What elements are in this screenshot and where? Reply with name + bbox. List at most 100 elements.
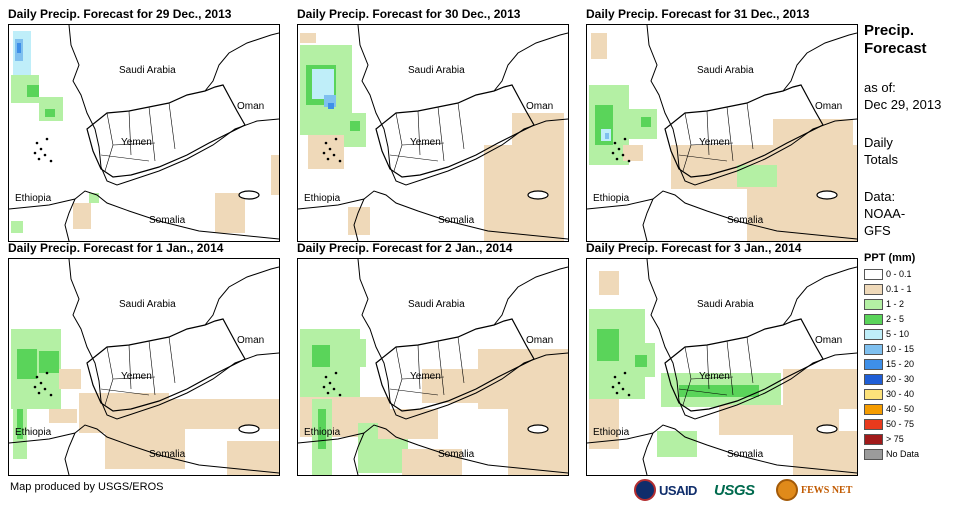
socotra-island: [527, 424, 549, 434]
place-label-ethiopia: Ethiopia: [593, 427, 630, 438]
map-canvas: [587, 259, 857, 475]
rain-patch: [350, 121, 360, 131]
panel-title: Daily Precip. Forecast for 30 Dec., 2013: [297, 7, 521, 21]
forecast-map: Saudi Arabia Oman Yemen Ethiopia Somalia: [586, 24, 858, 242]
rain-patch: [599, 271, 619, 295]
place-label-oman: Oman: [526, 335, 554, 346]
governorate-border: [726, 106, 734, 162]
rain-patch: [641, 117, 651, 127]
governorate-border: [437, 106, 445, 162]
governorate-border: [706, 344, 710, 390]
legend-label: 40 - 50: [886, 404, 915, 414]
governorate-border: [678, 388, 728, 396]
socotra-island: [238, 190, 260, 200]
red-sea-island: [33, 385, 37, 389]
horn-border: [64, 432, 76, 475]
place-label-somalia: Somalia: [438, 215, 475, 226]
rain-patch: [17, 349, 37, 379]
governorate-border: [104, 112, 114, 172]
red-sea-island: [623, 371, 627, 375]
legend-swatch: [864, 329, 883, 341]
panel-title: Daily Precip. Forecast for 1 Jan., 2014: [8, 241, 224, 255]
africa-coastline: [9, 190, 279, 240]
red-sea-island: [49, 159, 53, 163]
rain-patch: [793, 431, 857, 475]
rain-patch: [478, 349, 568, 409]
legend-label: 0 - 0.1: [886, 269, 912, 279]
place-label-oman: Oman: [237, 335, 265, 346]
rain-patch: [348, 207, 370, 235]
place-label-somalia: Somalia: [149, 215, 186, 226]
oman-border: [493, 266, 568, 326]
red-sea-island: [35, 375, 39, 379]
governorate-border: [393, 112, 403, 172]
forecast-panel-2: Daily Precip. Forecast for 30 Dec., 2013…: [297, 6, 569, 246]
rain-patch: [737, 165, 777, 187]
legend-item: 0 - 0.1: [864, 268, 912, 282]
rain-patch: [484, 145, 564, 241]
governorate-border: [401, 376, 445, 380]
legend-swatch: [864, 404, 883, 416]
totals-label: Totals: [864, 152, 898, 167]
horn-border: [642, 198, 654, 241]
africa-coastline: [298, 424, 568, 474]
rain-patch: [597, 329, 619, 361]
place-label-somalia: Somalia: [149, 449, 186, 460]
place-label-somalia: Somalia: [727, 449, 764, 460]
rain-patch: [49, 409, 77, 423]
data-source-line1: NOAA-: [864, 206, 906, 221]
place-label-yemen: Yemen: [410, 137, 441, 148]
red-sea-island: [37, 157, 41, 161]
rain-patch: [747, 189, 857, 241]
red-sea-island: [613, 375, 617, 379]
daily-totals-block: Daily Totals: [864, 134, 898, 168]
panel-title: Daily Precip. Forecast for 31 Dec., 2013: [586, 7, 810, 21]
usgs-wordmark: USGS: [714, 481, 755, 499]
legend-swatch: [864, 314, 883, 326]
red-sea-island: [35, 141, 39, 145]
legend-swatch: [864, 389, 883, 401]
legend-item: 5 - 10: [864, 328, 909, 342]
panel-title: Daily Precip. Forecast for 3 Jan., 2014: [586, 241, 802, 255]
forecast-panel-1: Daily Precip. Forecast for 29 Dec., 2013…: [8, 6, 280, 246]
governorate-border: [457, 336, 465, 384]
legend-label: 30 - 40: [886, 389, 915, 399]
rain-patch: [227, 441, 279, 475]
rain-patch: [512, 113, 564, 145]
place-label-oman: Oman: [815, 101, 843, 112]
rain-patch: [635, 355, 647, 367]
rain-patch: [508, 409, 568, 475]
rain-patch: [73, 203, 91, 229]
map-canvas: [9, 259, 279, 475]
place-label-yemen: Yemen: [699, 137, 730, 148]
yemen-border: [375, 84, 535, 178]
oman-border: [204, 32, 279, 92]
rain-patch: [79, 393, 169, 433]
rain-patch: [308, 135, 344, 169]
governorate-border: [437, 340, 445, 396]
map-canvas: [298, 259, 568, 475]
rain-patch: [338, 339, 366, 367]
legend-label: > 75: [886, 434, 904, 444]
socotra-island: [238, 424, 260, 434]
africa-coastline: [587, 190, 857, 240]
red-sea-island: [45, 371, 49, 375]
legend-swatch: [864, 449, 883, 461]
oman-border: [782, 32, 857, 92]
place-label-saudi: Saudi Arabia: [697, 65, 754, 76]
red-sea-island: [627, 393, 631, 397]
governorate-border: [389, 388, 439, 396]
place-label-somalia: Somalia: [438, 449, 475, 460]
governorate-border: [168, 102, 176, 150]
governorate-border: [401, 142, 445, 146]
yemen-border: [375, 318, 535, 412]
africa-coastline: [587, 424, 857, 474]
red-sea-island: [332, 387, 336, 391]
red-sea-island: [613, 141, 617, 145]
governorate-border: [746, 336, 754, 384]
map-canvas: [587, 25, 857, 241]
rain-patch: [105, 429, 185, 469]
governorate-border: [417, 110, 421, 156]
legend-swatch: [864, 269, 883, 281]
rain-patch: [783, 369, 857, 409]
